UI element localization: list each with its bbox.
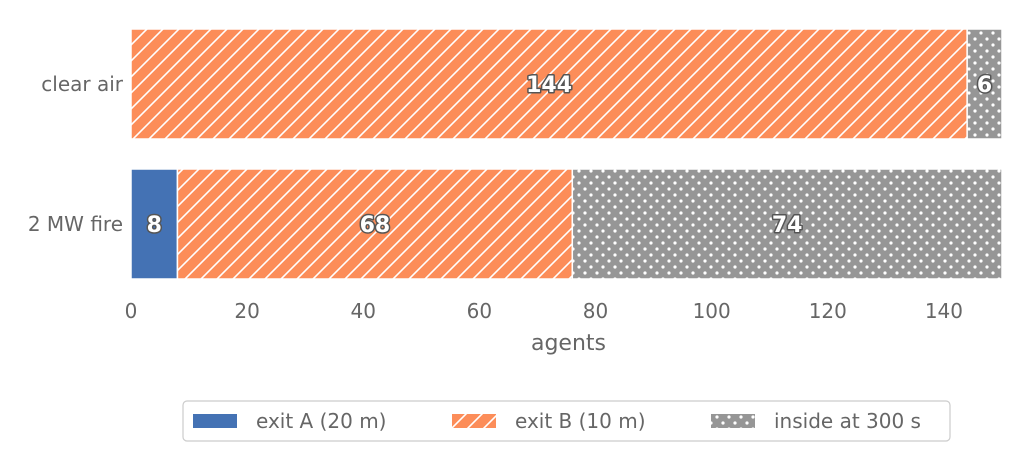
bar-2-series-2	[176, 168, 574, 280]
data-label: 144	[526, 73, 572, 98]
bars-layer	[130, 28, 1003, 280]
x-tick-label: 140	[925, 299, 963, 323]
bar-1-series-2	[130, 28, 968, 140]
x-tick-label: 100	[693, 299, 731, 323]
x-tick-label: 80	[583, 299, 608, 323]
x-tick-label: 120	[809, 299, 847, 323]
bar-1-series-3	[966, 28, 1003, 140]
data-label: 6	[977, 73, 992, 98]
data-label: 74	[772, 213, 803, 238]
legend-label: exit A (20 m)	[256, 409, 386, 433]
legend-frame	[182, 400, 951, 442]
category-label: 2 MW fire	[28, 212, 123, 236]
x-tick-label: 0	[125, 299, 138, 323]
data-label: 68	[360, 213, 391, 238]
legend-swatch	[452, 414, 496, 428]
data-labels-layer: 144 68 68 74	[145, 72, 994, 240]
x-tick-label: 20	[234, 299, 259, 323]
bar-2-series-3	[571, 168, 1003, 280]
legend: exit A (20 m) exit B (10 m) inside at 300 …	[182, 400, 951, 442]
category-label: clear air	[41, 72, 124, 96]
legend-label: exit B (10 m)	[515, 409, 646, 433]
data-label: 8	[147, 213, 162, 238]
legend-swatch	[711, 414, 755, 428]
axis-layer: clear air 2 MW fire 0 20 40 60 80 100 120 140 agen…	[28, 72, 963, 356]
legend-swatch	[193, 414, 237, 428]
legend-label: inside at 300 s	[774, 409, 921, 433]
x-tick-label: 60	[467, 299, 492, 323]
x-axis-label: agents	[531, 331, 606, 356]
bar-2-series-1	[130, 168, 179, 280]
x-tick-label: 40	[351, 299, 376, 323]
